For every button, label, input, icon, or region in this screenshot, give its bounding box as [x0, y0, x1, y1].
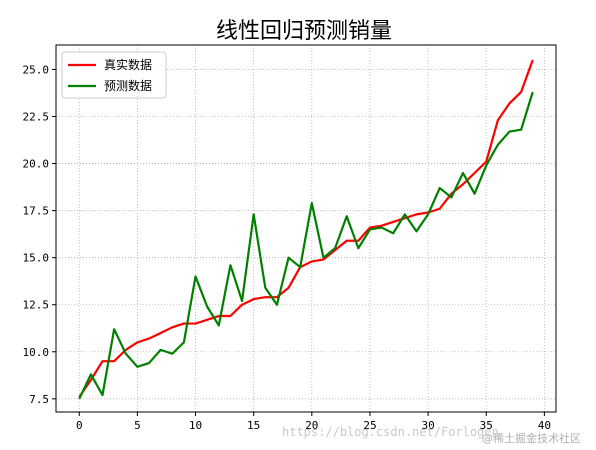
x-tick-label: 10 — [189, 419, 202, 432]
y-tick-label: 17.5 — [23, 205, 50, 218]
y-tick-label: 15.0 — [23, 252, 50, 265]
x-tick-label: 20 — [305, 419, 318, 432]
y-tick-label: 25.0 — [23, 63, 50, 76]
x-tick-label: 40 — [538, 419, 551, 432]
y-tick-label: 22.5 — [23, 111, 50, 124]
series-group — [78, 59, 534, 400]
x-tick-label: 5 — [134, 419, 141, 432]
legend-label-real: 真实数据 — [104, 57, 152, 72]
x-tick-label: 30 — [421, 419, 434, 432]
legend-label-predicted: 预测数据 — [104, 78, 152, 93]
y-tick-label: 7.5 — [29, 393, 49, 406]
x-tick-label: 25 — [363, 419, 376, 432]
x-tick-label: 15 — [247, 419, 260, 432]
watermark-url: https://blog.csdn.net/Forlogen — [282, 425, 499, 439]
x-axis: 0 5 10 15 20 25 30 35 40 — [76, 412, 551, 432]
y-tick-label: 10.0 — [23, 346, 50, 359]
y-tick-label: 20.0 — [23, 158, 50, 171]
series-line-real — [78, 59, 534, 398]
chart-title: 线性回归预测销量 — [216, 19, 392, 44]
y-axis: 7.5 10.0 12.5 15.0 17.5 20.0 22.5 25.0 — [23, 63, 56, 406]
grid — [56, 45, 556, 412]
watermark-brand: @稀土掘金技术社区 — [482, 431, 581, 445]
y-tick-label: 12.5 — [23, 299, 50, 312]
plot-frame — [55, 44, 557, 413]
x-tick-label: 35 — [480, 419, 493, 432]
legend: 真实数据 预测数据 — [61, 51, 167, 99]
x-tick-label: 0 — [76, 419, 83, 432]
series-line-predicted — [78, 91, 534, 400]
